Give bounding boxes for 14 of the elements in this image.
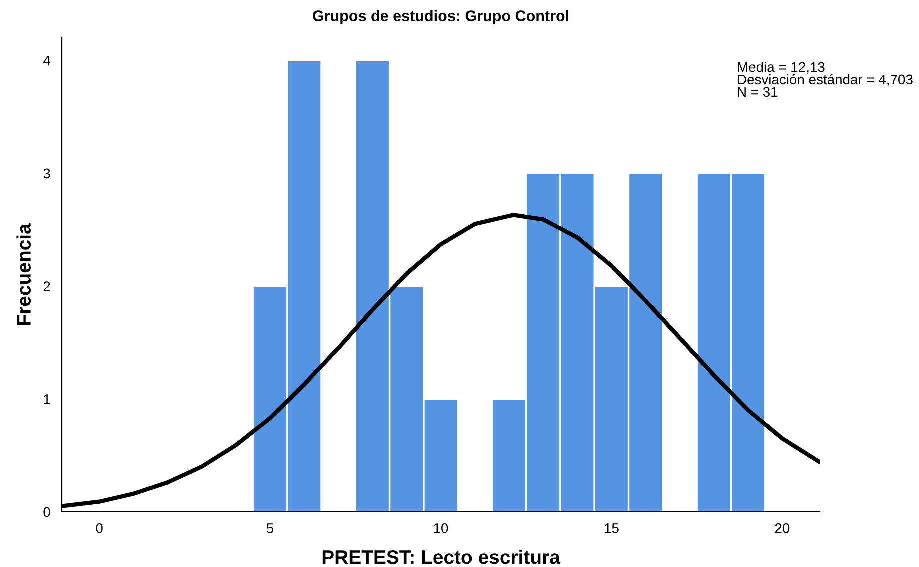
y-tick-label: 1 [44,394,50,404]
y-axis-title: Frecuencia [16,224,31,326]
y-tick-label: 3 [44,168,50,179]
y-tick-label: 0 [44,507,50,518]
chart-title: Grupos de estudios: Grupo Control [313,10,569,25]
x-tick-label: 10 [434,523,448,534]
x-tick-label: 5 [266,524,274,534]
y-tick-label: 4 [43,56,50,66]
x-tick-label: 20 [775,523,790,534]
annotation: Media = 12,13 Desviación estándar = 4,703 N = 31 [738,62,913,98]
x-tick-label: 0 [96,523,103,534]
x-axis-title: PRETEST: Lecto escritura [322,550,561,564]
y-tick-label: 2 [44,282,50,292]
x-tick-label: 15 [605,524,619,534]
